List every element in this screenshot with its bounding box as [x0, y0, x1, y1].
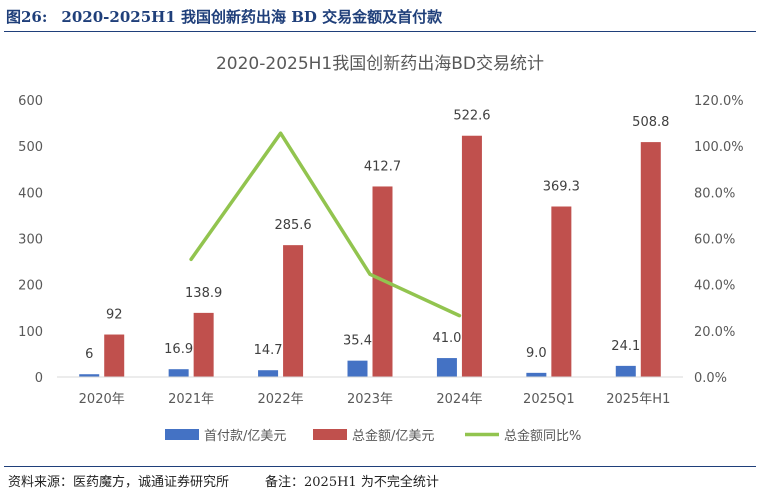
- x-tick-label: 2025Q1: [523, 392, 575, 407]
- total-bar: [283, 245, 304, 377]
- y-axis-right: 0.0% 20.0% 40.0% 60.0% 80.0% 100.0% 120.0%: [694, 94, 744, 386]
- y-right-tick-label: 20.0%: [694, 325, 735, 340]
- y-right-tick-label: 80.0%: [694, 186, 735, 201]
- footnote: 备注：2025H1 为不完全统计: [265, 475, 439, 490]
- legend-swatch: [313, 429, 347, 440]
- chart-title: 2020-2025H1我国创新药出海BD交易统计: [216, 54, 544, 74]
- total-data-label: 522.6: [453, 109, 490, 124]
- top-divider: [4, 31, 756, 32]
- upfront-bar: [168, 369, 189, 377]
- total-data-label: 412.7: [364, 159, 401, 174]
- y-left-tick-label: 500: [18, 140, 43, 155]
- plot-area: 6 92 16.9 138.9 14.7 285.6 35.4 412.7 41.0 522.6 9…: [79, 109, 669, 377]
- x-tick-label: 2024年: [436, 392, 482, 407]
- x-tick-label: 2022年: [258, 392, 304, 407]
- upfront-data-label: 16.9: [164, 342, 193, 357]
- upfront-bar: [526, 372, 547, 377]
- x-tick-label: 2023年: [347, 392, 393, 407]
- y-right-tick-label: 0.0%: [694, 371, 727, 386]
- source-note: 资料来源：医药魔方，诚通证券研究所: [8, 475, 230, 490]
- x-tick-label: 2025年H1: [606, 392, 670, 407]
- y-left-tick-label: 200: [18, 279, 43, 294]
- legend-label: 首付款/亿美元: [204, 429, 286, 444]
- x-axis: 2020年 2021年 2022年 2023年 2024年 2025Q1 2025年H1: [57, 376, 683, 407]
- y-left-tick-label: 400: [18, 186, 43, 201]
- total-bar: [104, 334, 125, 377]
- chart: 2020-2025H1我国创新药出海BD交易统计 0 100 200 300 400 50…: [18, 54, 744, 444]
- y-left-tick-label: 0: [35, 371, 43, 386]
- total-data-label: 369.3: [543, 180, 580, 195]
- y-right-tick-label: 100.0%: [694, 140, 744, 155]
- total-data-label: 285.6: [274, 218, 311, 233]
- bottom-divider: [4, 466, 756, 467]
- upfront-bar: [615, 365, 636, 377]
- footer: 资料来源：医药魔方，诚通证券研究所 备注：2025H1 为不完全统计: [8, 472, 752, 494]
- upfront-data-label: 41.0: [432, 331, 461, 346]
- x-tick-label: 2020年: [79, 392, 125, 407]
- y-left-tick-label: 300: [18, 233, 43, 248]
- total-data-label: 92: [106, 308, 123, 323]
- total-data-label: 508.8: [632, 115, 669, 130]
- total-bar: [551, 206, 572, 377]
- legend-swatch: [165, 429, 199, 440]
- upfront-bar: [79, 374, 100, 377]
- figure-heading: 图26: 2020-2025H1 我国创新药出海 BD 交易金额及首付款: [6, 4, 754, 30]
- y-right-tick-label: 60.0%: [694, 233, 735, 248]
- x-tick-label: 2021年: [168, 392, 214, 407]
- y-axis-left: 0 100 200 300 400 500 600: [18, 94, 43, 386]
- y-left-tick-label: 100: [18, 325, 43, 340]
- upfront-bar: [258, 370, 279, 377]
- total-data-label: 138.9: [185, 286, 222, 301]
- upfront-data-label: 14.7: [254, 343, 283, 358]
- total-bar: [193, 312, 214, 377]
- upfront-bar: [436, 358, 457, 377]
- legend-label: 总金额/亿美元: [352, 428, 434, 444]
- total-bar: [640, 142, 661, 377]
- legend-label: 总金额同比%: [504, 428, 581, 444]
- figure-title: 2020-2025H1 我国创新药出海 BD 交易金额及首付款: [61, 8, 443, 26]
- yoy-growth-line: [189, 131, 462, 318]
- upfront-data-label: 35.4: [343, 334, 372, 349]
- upfront-bar: [347, 360, 368, 377]
- y-right-tick-label: 120.0%: [694, 94, 744, 109]
- y-left-tick-label: 600: [18, 94, 43, 109]
- upfront-data-label: 9.0: [526, 346, 547, 361]
- upfront-data-label: 24.1: [611, 339, 640, 354]
- total-bar: [461, 135, 482, 377]
- legend: 首付款/亿美元 总金额/亿美元 总金额同比%: [165, 428, 581, 444]
- y-right-tick-label: 40.0%: [694, 279, 735, 294]
- upfront-data-label: 6: [85, 347, 93, 362]
- figure-number: 图26:: [6, 8, 48, 26]
